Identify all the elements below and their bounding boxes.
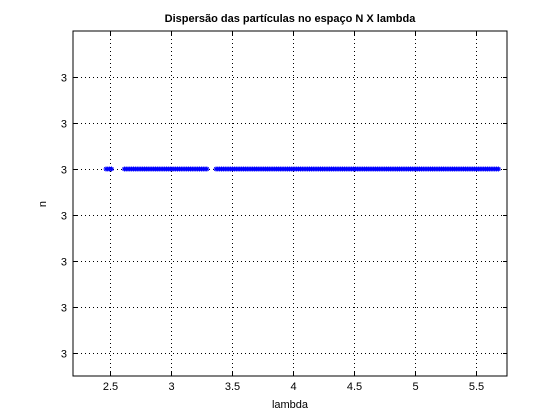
- x-tick-label: 4.5: [347, 381, 362, 393]
- data-points: [104, 167, 501, 172]
- chart-title: Dispersão das partículas no espaço N X l…: [165, 13, 417, 25]
- x-tick-label: 3: [168, 381, 174, 393]
- y-tick-label: 3: [61, 211, 67, 223]
- y-tick-label: 3: [61, 73, 67, 85]
- x-axis-label: lambda: [272, 399, 309, 411]
- x-tick-label: 5: [412, 381, 418, 393]
- y-tick-label: 3: [61, 257, 67, 269]
- data-point: [204, 167, 209, 172]
- data-point: [109, 167, 114, 172]
- x-tick-label: 3.5: [225, 381, 240, 393]
- y-tick-label: 3: [61, 165, 67, 177]
- x-tick-label: 2.5: [103, 381, 118, 393]
- y-tick-label: 3: [61, 119, 67, 131]
- y-axis-label: n: [37, 201, 49, 207]
- plot-area: [73, 31, 507, 376]
- x-tick-label: 5.5: [469, 381, 484, 393]
- data-point: [496, 167, 501, 172]
- x-tick-label: 4: [290, 381, 296, 393]
- y-tick-label: 3: [61, 349, 67, 361]
- y-tick-label: 3: [61, 303, 67, 315]
